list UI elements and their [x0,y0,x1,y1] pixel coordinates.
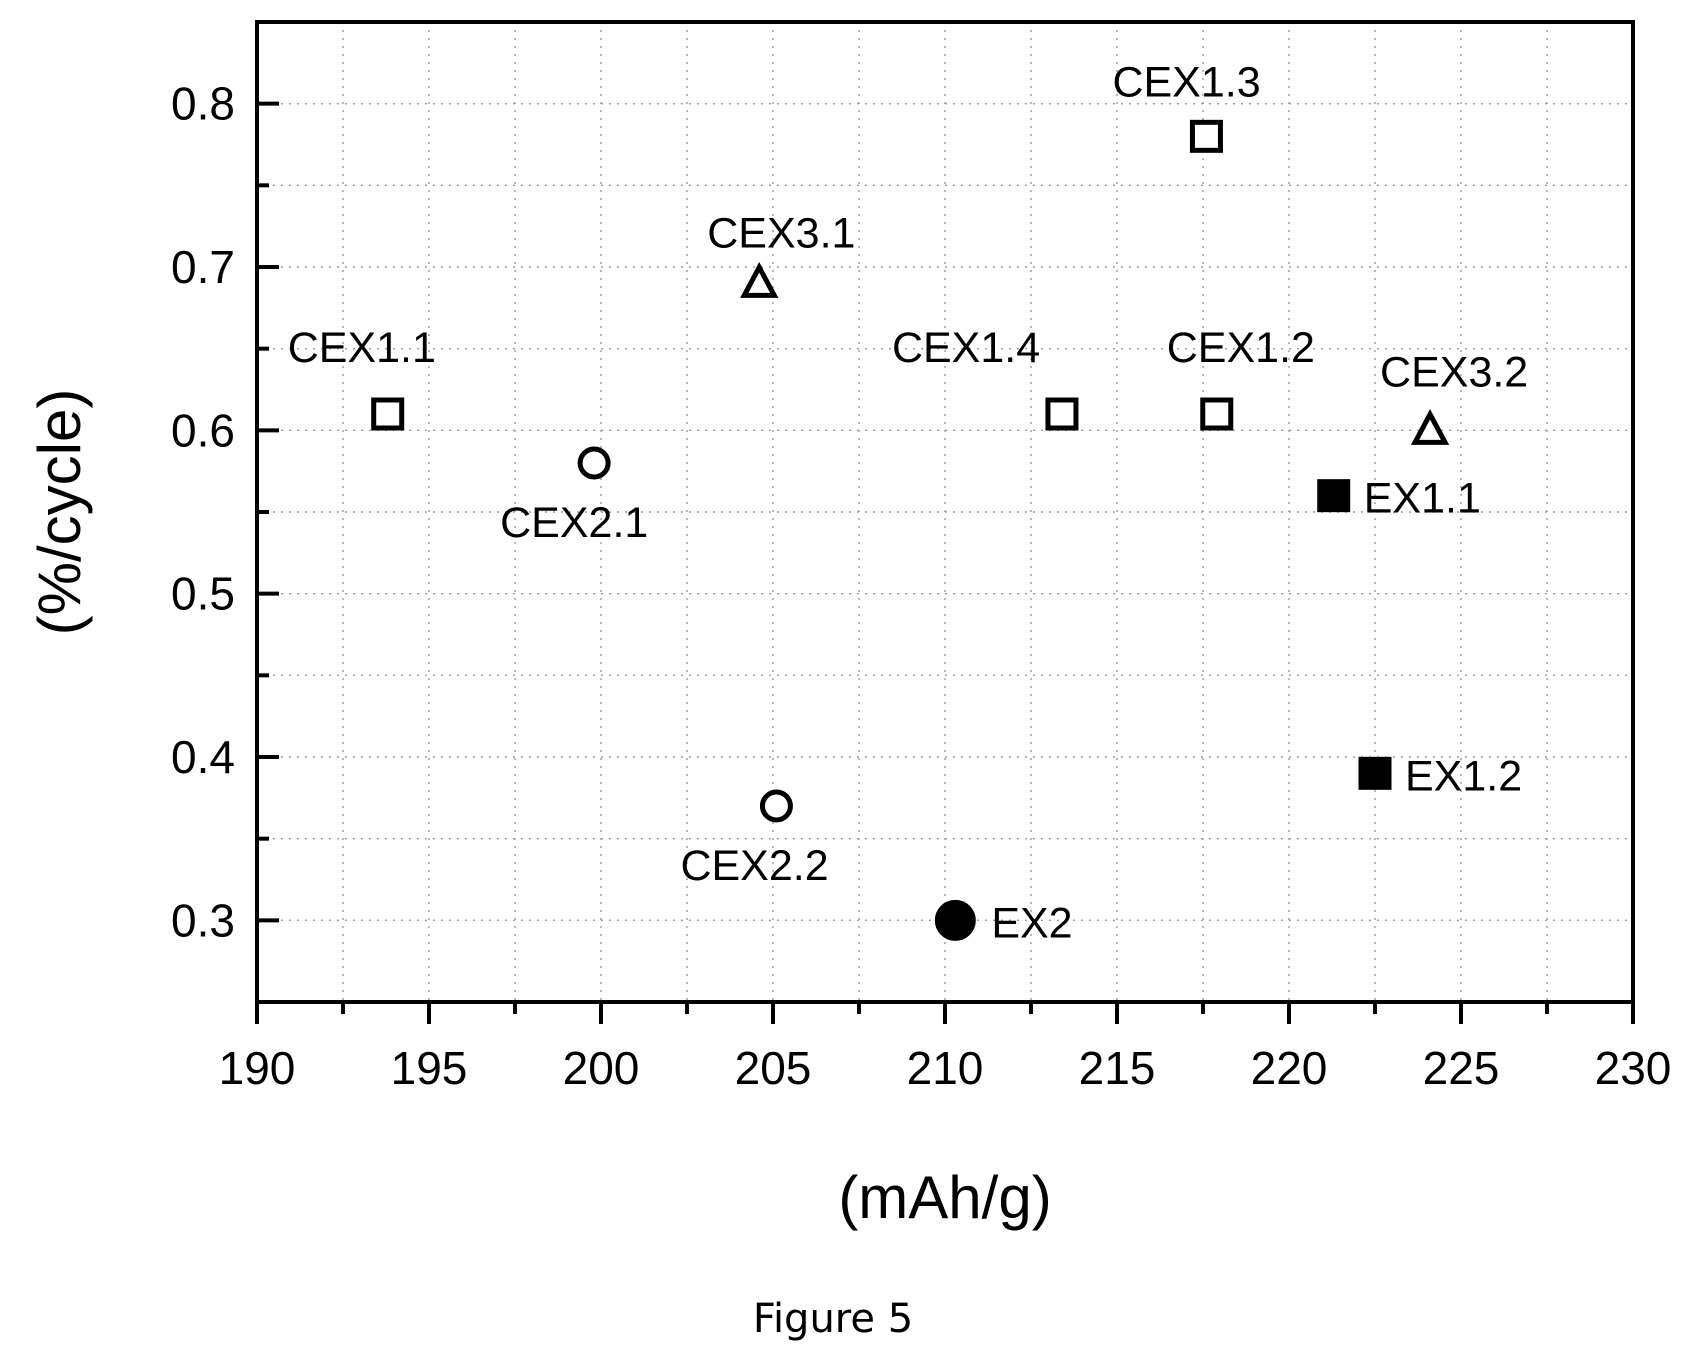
filled-square-marker [1317,479,1351,513]
point-label: EX1.2 [1405,752,1522,800]
point-label: CEX1.2 [1167,324,1315,372]
point-label: EX2 [991,899,1072,947]
x-tick-label: 205 [735,1042,812,1094]
y-tick-label: 0.3 [171,894,235,946]
point-label: CEX1.3 [1112,58,1260,106]
data-points [371,119,1450,941]
x-tick-label: 220 [1251,1042,1328,1094]
point-label: CEX3.2 [1380,348,1528,396]
point-label: CEX2.2 [680,842,828,890]
y-tick-label: 0.7 [171,241,235,293]
plot-frame [255,20,1635,1004]
x-tick-label: 200 [563,1042,640,1094]
open-circle-marker [759,789,793,823]
x-tick-label: 195 [391,1042,468,1094]
x-tick-label: 210 [907,1042,984,1094]
open-triangle-marker [1410,409,1450,445]
point-label: EX1.1 [1364,475,1481,523]
y-tick-label: 0.6 [171,404,235,456]
x-tick-label: 215 [1079,1042,1156,1094]
x-tick-label: 230 [1595,1042,1672,1094]
open-square-marker [1045,397,1079,431]
point-labels: CEX1.1 CEX1.2 CEX1.3 CEX1.4 CEX2.1 CEX2.2 CEX3… [288,58,1529,947]
open-triangle-marker [740,262,779,298]
y-tick-label: 0.8 [171,78,235,130]
axis-ticks [255,20,1635,1024]
x-tick-label: 190 [219,1042,296,1094]
y-axis-label: (%/cycle) [26,389,93,636]
point-label: CEX3.1 [707,209,855,257]
tick-labels: 190 195 200 205 210 215 220 225 230 0.3 0.4 0.5 0.6 0… [171,78,1671,1094]
point-label: CEX1.1 [288,324,436,372]
open-circle-marker [577,446,611,480]
x-tick-label: 225 [1423,1042,1500,1094]
filled-circle-marker [934,899,976,941]
open-square-marker [1189,119,1223,153]
point-label: CEX2.1 [500,499,648,547]
filled-square-marker [1358,756,1392,790]
figure-caption: Figure 5 [753,1296,913,1342]
open-square-marker [371,397,405,431]
y-tick-label: 0.4 [171,731,235,783]
point-label: CEX1.4 [892,324,1040,372]
y-tick-label: 0.5 [171,568,235,620]
x-axis-label: (mAh/g) [838,1164,1051,1231]
open-square-marker [1200,397,1234,431]
